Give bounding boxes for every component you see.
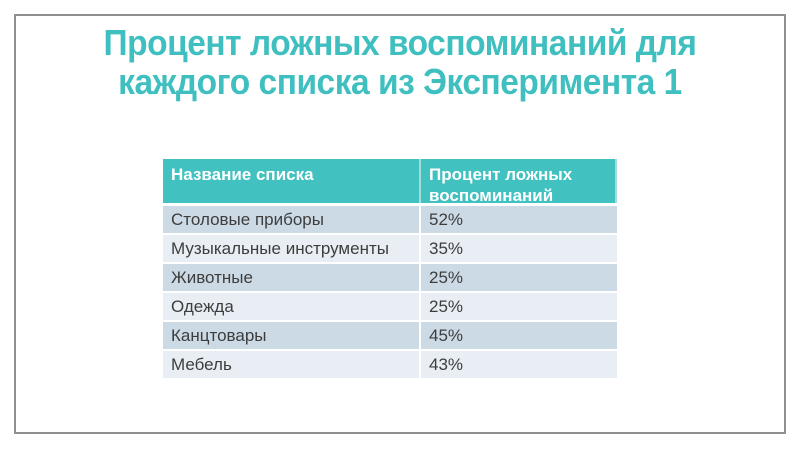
cell-percent: 25% bbox=[429, 296, 464, 316]
cell-percent: 43% bbox=[429, 354, 464, 374]
cell-percent: 35% bbox=[429, 238, 464, 258]
cell-percent: 52% bbox=[429, 209, 464, 229]
cell-list-name: Канцтовары bbox=[163, 322, 421, 349]
page-title: Процент ложных воспоминаний для каждого … bbox=[43, 23, 757, 101]
page-title-line-2: каждого списка из Эксперимента 1 bbox=[118, 61, 682, 102]
table-row: Одежда 25% bbox=[163, 293, 617, 320]
table-row: Мебель 43% bbox=[163, 351, 617, 378]
cell-list-name: Музыкальные инструменты bbox=[163, 235, 421, 262]
slide-canvas: Процент ложных воспоминаний для каждого … bbox=[14, 14, 786, 434]
cell-list-name: Одежда bbox=[163, 293, 421, 320]
page-title-line-1: Процент ложных воспоминаний для bbox=[103, 22, 697, 63]
cell-list-name: Животные bbox=[163, 264, 421, 291]
table-body: Столовые приборы 52% Музыкальные инструм… bbox=[163, 206, 617, 378]
header-cell-percent: Процент ложных воспоминаний bbox=[421, 159, 617, 205]
header-cell-list-name: Название списка bbox=[163, 159, 421, 203]
table-row: Животные 25% bbox=[163, 264, 617, 291]
false-memory-table: Название списка Процент ложных воспомина… bbox=[163, 159, 617, 378]
table-row: Канцтовары 45% bbox=[163, 322, 617, 349]
table-row: Столовые приборы 52% bbox=[163, 206, 617, 233]
table-row: Музыкальные инструменты 35% bbox=[163, 235, 617, 262]
table-header-row: Название списка Процент ложных воспомина… bbox=[163, 159, 617, 205]
cell-percent: 25% bbox=[429, 267, 464, 287]
cell-list-name: Столовые приборы bbox=[163, 206, 421, 233]
cell-percent: 45% bbox=[429, 325, 464, 345]
cell-list-name: Мебель bbox=[163, 351, 421, 378]
